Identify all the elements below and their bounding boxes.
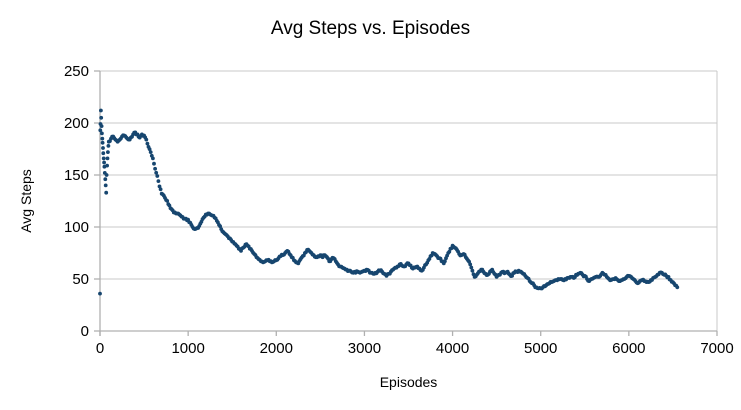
svg-text:50: 50 <box>72 271 89 288</box>
svg-text:2000: 2000 <box>260 340 293 357</box>
svg-text:4000: 4000 <box>436 340 469 357</box>
svg-text:5000: 5000 <box>524 340 557 357</box>
svg-text:6000: 6000 <box>612 340 645 357</box>
x-axis-title: Episodes <box>379 374 438 390</box>
y-tick-labels: 0 50 100 150 200 250 <box>64 63 89 340</box>
svg-text:7000: 7000 <box>700 340 733 357</box>
svg-text:100: 100 <box>64 219 89 236</box>
svg-text:3000: 3000 <box>348 340 381 357</box>
data-points <box>98 108 680 296</box>
svg-text:150: 150 <box>64 167 89 184</box>
svg-text:1000: 1000 <box>171 340 204 357</box>
axes <box>94 70 718 336</box>
svg-text:0: 0 <box>81 323 89 340</box>
chart-title: Avg Steps vs. Episodes <box>270 18 471 39</box>
x-tick-labels: 0 1000 2000 3000 4000 5000 6000 7000 <box>96 340 734 357</box>
svg-text:250: 250 <box>64 63 89 80</box>
svg-text:200: 200 <box>64 115 89 132</box>
gridlines <box>100 70 718 331</box>
y-axis-title: Avg Steps <box>18 169 34 233</box>
svg-text:0: 0 <box>96 340 104 357</box>
